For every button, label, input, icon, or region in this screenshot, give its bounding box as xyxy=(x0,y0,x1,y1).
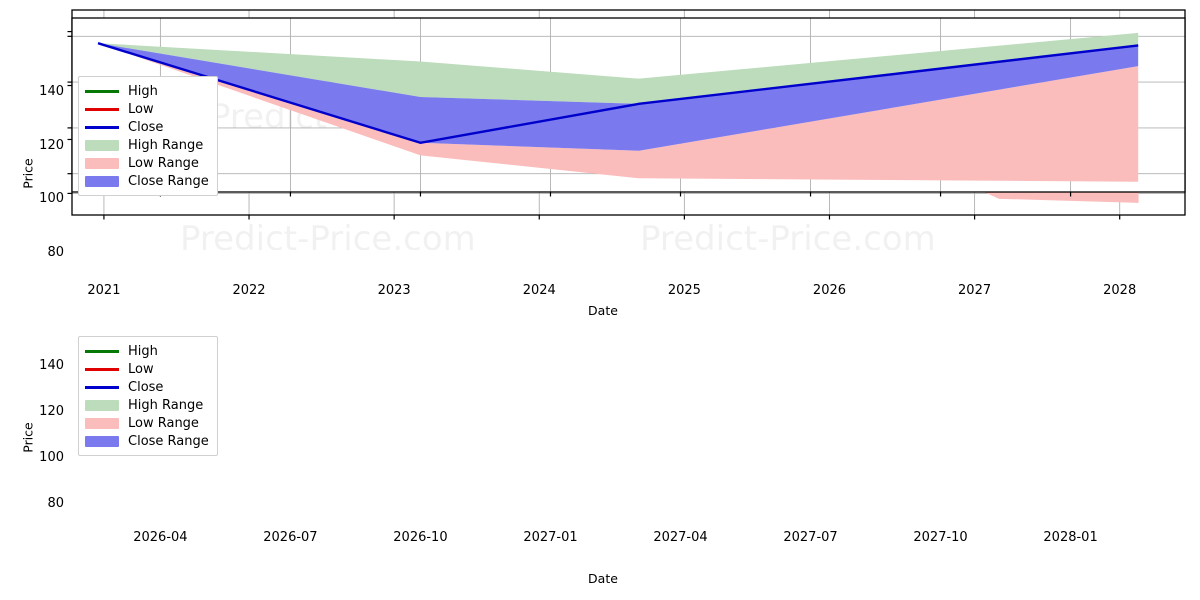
legend-label: Low xyxy=(128,101,154,117)
x-axis-tick-label: 2026-07 xyxy=(263,530,318,545)
x-axis-tick-label: 2023 xyxy=(377,283,411,298)
svg-text:Predict-Price.com: Predict-Price.com xyxy=(640,219,936,250)
x-axis-tick-label: 2027-07 xyxy=(783,530,838,545)
svg-text:Predict-Price.com: Predict-Price.com xyxy=(180,219,476,250)
x-axis-tick-label: 2026-10 xyxy=(393,530,448,545)
close-forecast-line xyxy=(97,42,1139,145)
legend-swatch-line-icon xyxy=(85,385,119,389)
legend-label: Close Range xyxy=(128,173,209,189)
x-axis-tick-label: 2028-01 xyxy=(1043,530,1098,545)
low-range-band xyxy=(98,43,1139,182)
legend-label: Low xyxy=(128,361,154,377)
legend-swatch-band-icon xyxy=(85,157,119,169)
legend-item-high: High xyxy=(85,342,209,360)
legend-label: High Range xyxy=(128,397,204,413)
legend-item-high-range: High Range xyxy=(85,396,209,414)
y-axis-tick-label: 80 xyxy=(47,245,64,261)
legend-item-close-range: Close Range xyxy=(85,172,209,190)
forecast-legend: High Low Close High Range Low Range Close Ran… xyxy=(78,336,218,456)
legend-label: Low Range xyxy=(128,415,199,431)
forecast-x-axis-label: Date xyxy=(588,571,618,586)
legend-label: High xyxy=(128,83,158,99)
legend-swatch-line-icon xyxy=(85,349,119,353)
legend-swatch-line-icon xyxy=(85,107,119,111)
legend-label: Low Range xyxy=(128,155,199,171)
legend-item-close: Close xyxy=(85,378,209,396)
x-axis-tick-label: 2027-01 xyxy=(523,530,578,545)
x-axis-tick-label: 2024 xyxy=(522,283,556,298)
legend-item-close: Close xyxy=(85,118,209,136)
y-axis-tick-label: 140 xyxy=(39,83,64,99)
y-axis-tick-label: 100 xyxy=(39,191,64,207)
x-axis-tick-label: 2027-10 xyxy=(913,530,968,545)
legend-item-low: Low xyxy=(85,360,209,378)
legend-label: High Range xyxy=(128,137,204,153)
legend-item-close-range: Close Range xyxy=(85,432,209,450)
legend-swatch-band-icon xyxy=(85,435,119,447)
plot-frame xyxy=(71,17,1186,193)
legend-item-low-range: Low Range xyxy=(85,414,209,432)
legend-swatch-band-icon xyxy=(85,175,119,187)
y-axis-tick-label: 120 xyxy=(39,404,64,420)
x-axis-tick-label: 2025 xyxy=(667,283,701,298)
legend-item-high: High xyxy=(85,82,209,100)
legend-swatch-line-icon xyxy=(85,367,119,371)
legend-label: Close xyxy=(128,119,164,135)
x-axis-tick-label: 2027-04 xyxy=(653,530,708,545)
y-axis-tick-label: 100 xyxy=(39,449,64,465)
close-range-band xyxy=(98,43,1139,151)
legend-swatch-band-icon xyxy=(85,139,119,151)
legend-swatch-band-icon xyxy=(85,417,119,429)
x-axis-tick-label: 2026-04 xyxy=(133,530,188,545)
y-axis-tick-label: 80 xyxy=(47,495,64,511)
x-axis-tick-label: 2022 xyxy=(232,283,266,298)
high-range-band xyxy=(98,32,1139,104)
legend-item-low-range: Low Range xyxy=(85,154,209,172)
legend-swatch-band-icon xyxy=(85,399,119,411)
legend-label: Close Range xyxy=(128,433,209,449)
overview-x-axis-label: Date xyxy=(588,303,618,318)
overview-legend: High Low Close High Range Low Range Close Ran… xyxy=(78,76,218,196)
x-axis-tick-label: 2028 xyxy=(1103,283,1137,298)
y-axis-tick-label: 140 xyxy=(39,358,64,374)
x-axis-tick-label: 2027 xyxy=(958,283,992,298)
legend-item-high-range: High Range xyxy=(85,136,209,154)
legend-swatch-line-icon xyxy=(85,125,119,129)
x-axis-tick-label: 2021 xyxy=(87,283,121,298)
x-axis-tick-label: 2026 xyxy=(812,283,847,298)
legend-label: High xyxy=(128,343,158,359)
legend-item-low: Low xyxy=(85,100,209,118)
legend-swatch-line-icon xyxy=(85,89,119,93)
legend-label: Close xyxy=(128,379,164,395)
y-axis-tick-label: 120 xyxy=(39,137,64,153)
